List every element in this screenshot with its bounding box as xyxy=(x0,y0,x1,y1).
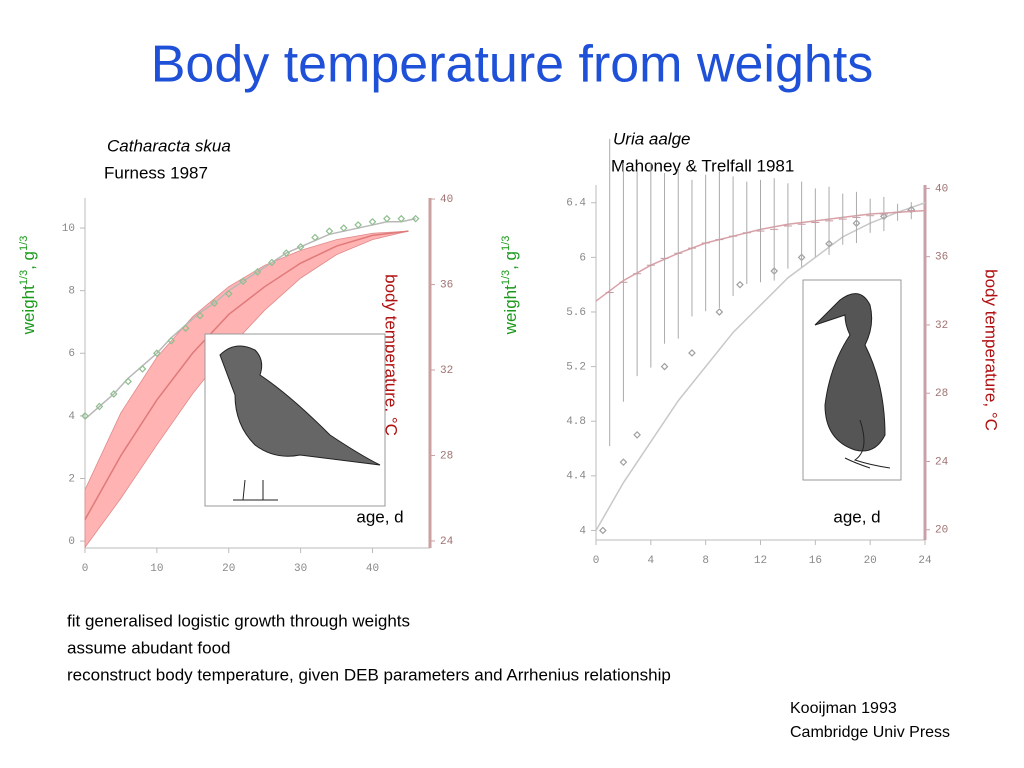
y-tick-label: 5.6 xyxy=(566,307,586,319)
y-axis-label-part: , g xyxy=(19,251,38,270)
citation: Kooijman 1993 xyxy=(790,700,897,717)
y-axis-label-part: , g xyxy=(501,251,520,270)
x-tick-label: 0 xyxy=(82,563,89,575)
x-tick-label: 20 xyxy=(864,555,877,567)
y-tick-label: 2 xyxy=(68,473,75,485)
y2-axis-label: body temperature, °C xyxy=(382,274,401,436)
y2-tick-label: 24 xyxy=(935,456,949,468)
data-point xyxy=(181,324,190,333)
y-axis-label-part: weight xyxy=(19,285,38,335)
x-axis-label: age, d xyxy=(356,507,403,526)
x-tick-label: 16 xyxy=(809,555,822,567)
y2-axis-label: body temperature, °C xyxy=(982,269,1001,431)
note: assume abudant food xyxy=(67,638,231,657)
y-axis-label-part: weight xyxy=(501,285,520,335)
x-tick-label: 4 xyxy=(648,555,655,567)
x-tick-label: 12 xyxy=(754,555,767,567)
data-point xyxy=(210,299,219,308)
y-axis-label-part: 1/3 xyxy=(500,236,512,251)
data-point xyxy=(660,362,669,371)
y2-tick-label: 36 xyxy=(935,252,948,264)
y-axis-label-part: 1/3 xyxy=(18,236,30,251)
y2-tick-label: 20 xyxy=(935,525,948,537)
y-axis-label: weight1/3, g1/3 xyxy=(500,236,521,336)
x-tick-label: 30 xyxy=(294,563,307,575)
data-point xyxy=(311,233,319,242)
x-tick-label: 20 xyxy=(222,563,235,575)
data-point xyxy=(397,214,406,223)
data-point xyxy=(109,390,118,398)
chart-subtitle: Mahoney & Trelfall 1981 xyxy=(611,156,794,175)
data-point xyxy=(688,349,696,357)
y2-tick-label: 24 xyxy=(440,536,454,548)
y2-tick-label: 32 xyxy=(440,365,453,377)
x-tick-label: 24 xyxy=(918,555,932,567)
y-tick-label: 4.8 xyxy=(566,416,586,428)
y-axis-label-part: 1/3 xyxy=(500,270,512,285)
y2-tick-label: 40 xyxy=(440,194,453,206)
y-tick-label: 6.4 xyxy=(566,198,586,210)
y-tick-label: 10 xyxy=(62,223,75,235)
data-point xyxy=(196,311,204,320)
data-point xyxy=(296,242,305,251)
data-point xyxy=(736,280,744,289)
data-point xyxy=(282,249,291,257)
y-tick-label: 5.2 xyxy=(566,362,586,374)
data-point xyxy=(138,365,147,373)
y-tick-label: 4 xyxy=(579,525,586,537)
data-point xyxy=(95,402,104,411)
data-point xyxy=(167,336,176,345)
chart-subtitle: Furness 1987 xyxy=(104,163,208,182)
y-axis-label-part: 1/3 xyxy=(18,270,30,285)
chart-title: Uria aalge xyxy=(613,129,691,148)
y-tick-label: 6 xyxy=(579,252,586,264)
skua-illustration xyxy=(204,333,386,507)
curve xyxy=(84,230,409,520)
y2-tick-label: 40 xyxy=(935,183,948,195)
data-point xyxy=(224,289,233,298)
temperature-band xyxy=(84,230,409,549)
y-tick-label: 8 xyxy=(68,286,75,298)
x-tick-label: 10 xyxy=(150,563,163,575)
data-point xyxy=(633,431,641,439)
data-point xyxy=(339,224,348,232)
y-tick-label: 4 xyxy=(68,411,75,423)
data-point xyxy=(411,214,420,223)
y-tick-label: 4.4 xyxy=(566,471,586,483)
y-tick-label: 0 xyxy=(68,536,75,548)
slide-title: Body temperature from weights xyxy=(151,36,874,94)
citation: Cambridge Univ Press xyxy=(790,724,950,741)
data-point xyxy=(599,526,607,535)
y-tick-label: 6 xyxy=(68,348,75,360)
data-point xyxy=(383,214,391,223)
y2-tick-label: 28 xyxy=(935,388,948,400)
y2-tick-label: 32 xyxy=(935,320,948,332)
data-point xyxy=(368,217,377,226)
data-point xyxy=(325,227,334,236)
note: reconstruct body temperature, given DEB … xyxy=(67,665,671,684)
note: fit generalised logistic growth through … xyxy=(67,611,410,630)
y2-tick-label: 28 xyxy=(440,450,453,462)
data-point xyxy=(153,349,161,358)
guillemot-illustration xyxy=(802,279,902,481)
data-point xyxy=(124,377,132,386)
y-axis-label: weight1/3, g1/3 xyxy=(18,236,39,336)
data-point xyxy=(619,458,628,467)
data-point xyxy=(239,277,247,286)
x-tick-label: 8 xyxy=(702,555,709,567)
x-tick-label: 0 xyxy=(593,555,600,567)
chart-title: Catharacta skua xyxy=(107,136,231,155)
x-axis-label: age, d xyxy=(833,507,880,526)
y2-tick-label: 36 xyxy=(440,279,453,291)
data-point xyxy=(354,221,362,229)
data-point xyxy=(715,308,724,316)
data-point xyxy=(81,412,89,420)
x-tick-label: 40 xyxy=(366,563,379,575)
data-point xyxy=(268,258,276,267)
data-point xyxy=(253,268,262,276)
